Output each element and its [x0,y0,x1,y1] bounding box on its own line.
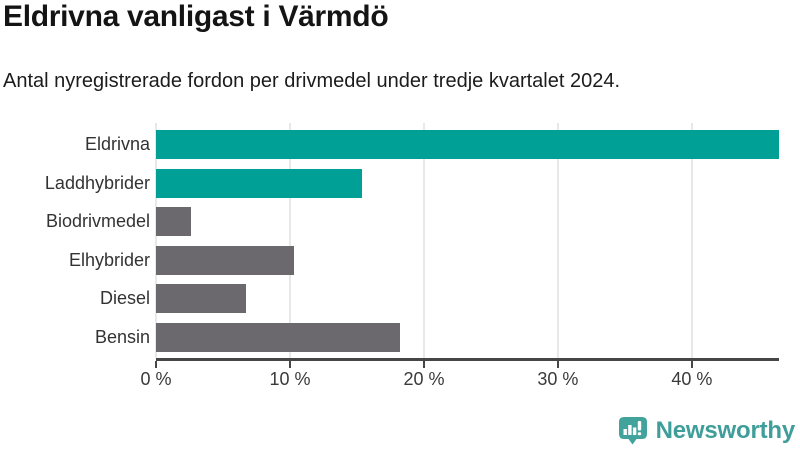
bar-row: Biodrivmedel [0,207,800,236]
newsworthy-logo[interactable]: Newsworthy [617,415,795,447]
x-tick-label: 40 % [671,369,713,389]
category-label-elhybrider: Elhybrider [68,249,150,270]
x-tick-label: 30 % [537,369,579,389]
bar-diesel [156,284,246,313]
x-tick [556,361,559,368]
newsworthy-chart-bubble-icon [618,417,647,445]
x-tick-label: 10 % [269,369,311,389]
newsworthy-logo-text: Newsworthy [655,417,796,444]
x-tick [155,361,157,368]
bar-row: Bensin [0,322,800,352]
x-tick-label: 0 % [140,369,172,389]
bar-row: Elhybrider [0,245,800,275]
gridline [556,123,559,358]
bar-elhybrider [156,245,294,275]
bar-bensin [156,322,400,352]
x-axis-line [156,358,779,361]
gridline [422,123,425,358]
category-label-eldrivna: Eldrivna [84,134,150,154]
category-label-bensin: Bensin [94,326,150,347]
x-tick [690,361,693,368]
x-tick [422,361,425,368]
bar-row: Diesel [0,284,800,313]
bar-eldrivna [156,130,779,159]
gridline [690,123,693,358]
category-label-laddhybrider: Laddhybrider [44,172,150,193]
bar-row: Eldrivna [0,130,800,159]
x-tick [288,361,291,368]
chart-subtitle: Antal nyregistrerade fordon per drivmede… [3,70,621,92]
bar-biodrivmedel [156,207,191,236]
bar-row: Laddhybrider [0,168,800,198]
chart-title: Eldrivna vanligast i Värmdö [3,0,389,33]
category-label-biodrivmedel: Biodrivmedel [45,211,150,231]
category-label-diesel: Diesel [99,288,150,308]
x-tick-label: 20 % [403,369,445,389]
plot-area [155,123,779,358]
gridline [155,123,157,358]
bar-laddhybrider [156,168,363,198]
gridline [288,123,291,358]
